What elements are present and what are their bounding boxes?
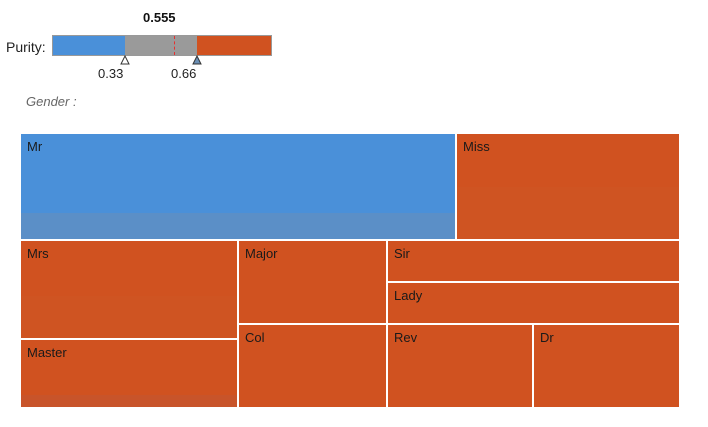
cell-label: Mrs	[27, 246, 49, 261]
cell-mrs-main	[21, 241, 237, 296]
cell-label: Master	[27, 345, 67, 360]
cell-label: Mr	[27, 139, 43, 154]
purity-current-marker	[174, 36, 175, 55]
cell-mrs[interactable]: Mrs	[20, 240, 238, 339]
gender-filter-label: Gender :	[26, 94, 77, 109]
cell-miss[interactable]: Miss	[456, 133, 680, 240]
cell-lady[interactable]: Lady	[387, 282, 680, 324]
cell-label: Major	[245, 246, 278, 261]
cell-sir[interactable]: Sir	[387, 240, 680, 282]
purity-slider[interactable]	[52, 35, 272, 56]
low-threshold-handle-icon[interactable]	[120, 55, 130, 65]
purity-high-segment	[197, 36, 271, 55]
cell-master-sub	[21, 395, 237, 407]
low-threshold-label: 0.33	[98, 66, 124, 81]
cell-major[interactable]: Major	[238, 240, 387, 324]
cell-master-main	[21, 340, 237, 395]
cell-label: Lady	[394, 288, 423, 303]
high-threshold-label: 0.66	[171, 66, 197, 81]
cell-col[interactable]: Col	[238, 324, 387, 408]
purity-label: Purity:	[6, 39, 46, 55]
high-threshold-handle-icon[interactable]	[192, 55, 202, 65]
cell-dr[interactable]: Dr	[533, 324, 680, 408]
treemap: Mr Miss Mrs Master Major Sir Lady Col Re…	[20, 133, 680, 408]
purity-mid-segment	[125, 36, 197, 55]
cell-rev[interactable]: Rev	[387, 324, 533, 408]
cell-mrs-sub	[21, 296, 237, 338]
cell-mr-main	[21, 134, 455, 213]
cell-label: Sir	[394, 246, 410, 261]
cell-miss-main	[457, 134, 679, 187]
cell-master[interactable]: Master	[20, 339, 238, 408]
purity-low-segment	[53, 36, 125, 55]
cell-label: Rev	[394, 330, 418, 345]
purity-value: 0.555	[143, 10, 176, 25]
cell-label: Miss	[463, 139, 490, 154]
cell-miss-sub	[457, 187, 679, 239]
cell-mr-sub	[21, 213, 455, 239]
cell-label: Dr	[540, 330, 554, 345]
cell-mr[interactable]: Mr	[20, 133, 456, 240]
cell-label: Col	[245, 330, 265, 345]
